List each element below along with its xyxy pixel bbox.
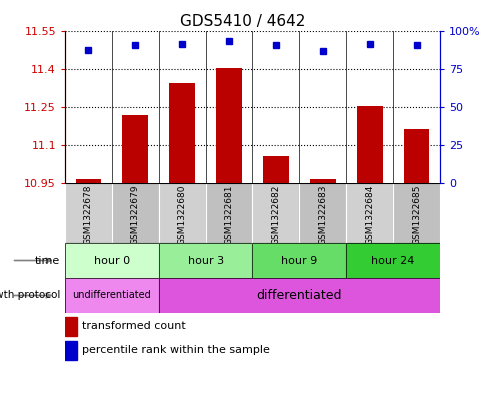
Bar [252,243,346,278]
Bar [346,243,439,278]
Text: hour 0: hour 0 [93,255,130,266]
Bar [158,278,439,313]
Text: GSM1322678: GSM1322678 [84,185,93,245]
Bar [158,243,252,278]
Text: growth protocol: growth protocol [0,290,60,301]
Text: undifferentiated: undifferentiated [72,290,151,301]
Bar [76,179,101,183]
Bar [205,183,252,243]
Bar [112,183,158,243]
Bar [158,183,205,243]
Text: hour 9: hour 9 [281,255,317,266]
Text: GSM1322682: GSM1322682 [271,185,280,245]
Text: hour 3: hour 3 [187,255,223,266]
Text: GDS5410 / 4642: GDS5410 / 4642 [180,14,304,29]
Bar [393,183,439,243]
Bar [403,129,428,183]
Text: transformed count: transformed count [82,321,185,331]
Bar [65,243,158,278]
Text: GSM1322681: GSM1322681 [224,185,233,245]
Bar [346,183,393,243]
Bar [158,243,252,278]
Bar [309,179,335,183]
Text: time: time [35,255,60,266]
Bar [65,278,158,313]
Bar [65,183,112,243]
Bar [169,83,195,183]
Text: differentiated: differentiated [256,289,341,302]
Bar [65,243,158,278]
Text: hour 24: hour 24 [371,255,414,266]
Text: GSM1322679: GSM1322679 [131,185,139,245]
Bar [252,183,299,243]
Bar [65,278,158,313]
Bar [356,106,382,183]
Bar [65,316,76,336]
Bar [216,68,242,183]
Text: GSM1322685: GSM1322685 [411,185,420,245]
Text: GSM1322684: GSM1322684 [364,185,374,245]
Bar [262,156,288,183]
Bar [122,115,148,183]
Bar [346,243,439,278]
Text: percentile rank within the sample: percentile rank within the sample [82,345,270,355]
Bar [158,278,439,313]
Bar [299,183,346,243]
Text: GSM1322680: GSM1322680 [177,185,186,245]
Text: GSM1322683: GSM1322683 [318,185,327,245]
Bar [65,340,76,360]
Bar [252,243,346,278]
